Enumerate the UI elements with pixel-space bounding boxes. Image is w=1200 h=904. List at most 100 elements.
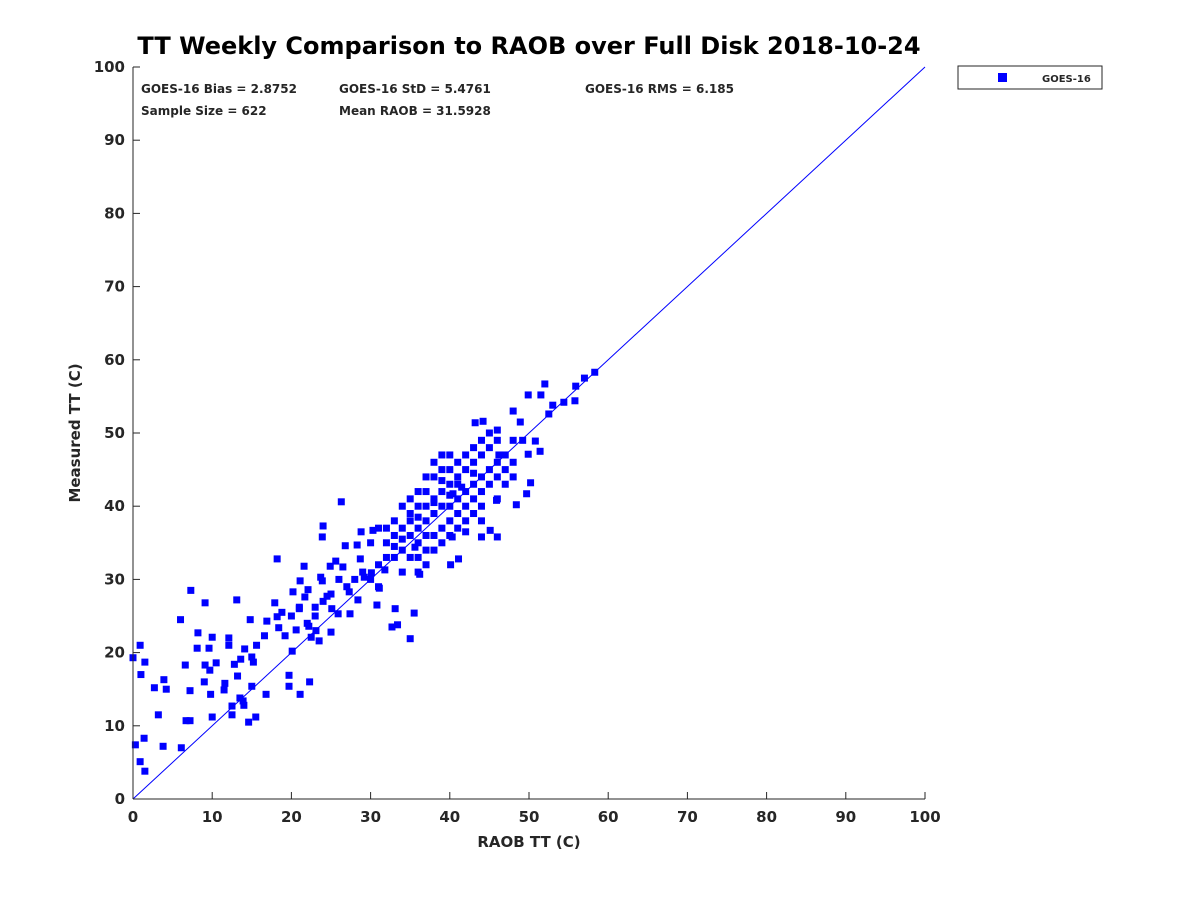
- data-point: [455, 555, 463, 563]
- data-point: [137, 671, 145, 679]
- data-point: [388, 623, 396, 631]
- mean-raob-annotation: Mean RAOB = 31.5928: [339, 104, 491, 118]
- data-point: [485, 444, 493, 452]
- data-point: [162, 685, 170, 693]
- data-point: [249, 658, 257, 666]
- data-point: [382, 553, 390, 561]
- data-point: [493, 426, 501, 434]
- data-point: [228, 702, 236, 710]
- data-point: [541, 380, 549, 388]
- data-point: [394, 621, 402, 629]
- data-point: [263, 617, 271, 625]
- data-point: [360, 573, 368, 581]
- data-point: [485, 480, 493, 488]
- data-point: [414, 553, 422, 561]
- data-point: [154, 711, 162, 719]
- data-point: [531, 437, 539, 445]
- data-point: [422, 561, 430, 569]
- data-point: [462, 502, 470, 510]
- data-point: [375, 583, 383, 591]
- data-point: [382, 524, 390, 532]
- data-point: [509, 458, 517, 466]
- data-point: [208, 633, 216, 641]
- data-point: [549, 401, 557, 409]
- data-point: [462, 451, 470, 459]
- data-point: [262, 690, 270, 698]
- data-point: [311, 603, 319, 611]
- plot-area: [129, 66, 926, 800]
- data-point: [485, 429, 493, 437]
- data-point: [225, 641, 233, 649]
- data-point: [501, 480, 509, 488]
- data-point: [509, 436, 517, 444]
- x-tick-label: 100: [909, 808, 940, 826]
- y-tick-label: 0: [115, 790, 125, 808]
- data-point: [288, 647, 296, 655]
- data-point: [367, 575, 375, 583]
- data-point: [462, 466, 470, 474]
- data-point: [446, 491, 454, 499]
- data-point: [131, 741, 139, 749]
- y-tick-label: 80: [104, 204, 125, 222]
- legend-marker: [998, 73, 1007, 82]
- data-point: [438, 524, 446, 532]
- data-point: [406, 517, 414, 525]
- data-point: [438, 488, 446, 496]
- data-point: [390, 531, 398, 539]
- data-point: [177, 744, 185, 752]
- data-point: [537, 391, 545, 399]
- data-point: [273, 555, 281, 563]
- data-point: [220, 686, 228, 694]
- data-point: [295, 605, 303, 613]
- data-point: [501, 451, 509, 459]
- data-point: [406, 553, 414, 561]
- chart-title: TT Weekly Comparison to RAOB over Full D…: [137, 32, 920, 60]
- data-point: [285, 671, 293, 679]
- data-point: [375, 524, 383, 532]
- data-point: [454, 458, 462, 466]
- data-point: [406, 510, 414, 518]
- data-point: [536, 447, 544, 455]
- data-point: [477, 473, 485, 481]
- data-point: [237, 655, 245, 663]
- data-point: [233, 596, 241, 604]
- y-axis-label: Measured TT (C): [66, 363, 84, 502]
- data-point: [462, 528, 470, 536]
- data-point: [438, 451, 446, 459]
- data-point: [422, 502, 430, 510]
- data-point: [307, 633, 315, 641]
- data-point: [187, 586, 195, 594]
- data-point: [414, 488, 422, 496]
- axis-ticks: 0 10 20 30 40 50 60 70 80 90 100 0 10 20 30 40 50 60 70 80 9…: [94, 58, 941, 826]
- data-point: [471, 419, 479, 427]
- data-point: [430, 499, 438, 507]
- data-point: [373, 601, 381, 609]
- data-point: [353, 541, 361, 549]
- data-point: [252, 713, 260, 721]
- data-point: [398, 568, 406, 576]
- data-point: [221, 679, 229, 687]
- data-point: [516, 418, 524, 426]
- data-point: [140, 734, 148, 742]
- data-point: [303, 619, 311, 627]
- data-point: [430, 510, 438, 518]
- data-point: [470, 510, 478, 518]
- rms-annotation: GOES-16 RMS = 6.185: [585, 82, 734, 96]
- y-tick-label: 40: [104, 497, 125, 515]
- data-point: [398, 524, 406, 532]
- data-point: [334, 610, 342, 618]
- data-point: [454, 524, 462, 532]
- data-point: [430, 473, 438, 481]
- data-point: [572, 382, 580, 390]
- data-point: [306, 678, 314, 686]
- data-point: [318, 533, 326, 541]
- data-point: [141, 658, 149, 666]
- data-point: [414, 539, 422, 547]
- y-tick-label: 30: [104, 570, 125, 588]
- x-tick-label: 30: [360, 808, 381, 826]
- data-point: [335, 575, 343, 583]
- data-point: [339, 563, 347, 571]
- data-point: [278, 608, 286, 616]
- data-point: [414, 524, 422, 532]
